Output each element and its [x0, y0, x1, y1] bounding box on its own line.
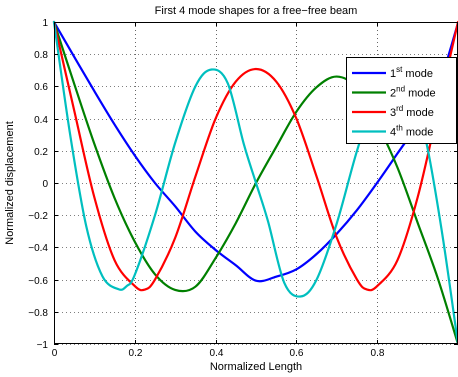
chart-title: First 4 mode shapes for a free−free beam — [155, 5, 358, 17]
y-tick-label: −0.4 — [28, 243, 48, 254]
y-tick-label: 0.2 — [34, 147, 48, 158]
legend-label-2: 2nd mode — [390, 85, 436, 100]
legend: 1st mode 2nd mode 3rd mode 4th mode — [346, 57, 457, 144]
y-tick-label: 0 — [42, 179, 48, 190]
y-tick-label: 1 — [42, 18, 48, 29]
y-tick-label: −0.8 — [28, 308, 48, 319]
x-tick-label: 0.2 — [129, 348, 143, 359]
legend-label-1: 1st mode — [390, 65, 433, 80]
x-tick-label: 0.6 — [290, 348, 304, 359]
y-tick-label: −0.2 — [28, 211, 48, 222]
x-tick-label: 0.4 — [210, 348, 224, 359]
y-tick-label: 0.8 — [34, 50, 48, 61]
x-axis-label: Normalized Length — [210, 361, 302, 373]
y-tick-label: 0.4 — [34, 115, 48, 126]
y-axis-label: Normalized displacement — [4, 121, 16, 245]
y-tick-label: −1 — [37, 340, 49, 351]
x-tick-label: 0 — [52, 348, 58, 359]
series-line-3 — [52, 20, 458, 292]
x-tick-label: 0.8 — [371, 348, 385, 359]
y-tick-label: 0.6 — [34, 82, 48, 93]
legend-label-4: 4th mode — [390, 124, 433, 139]
x-tick-labels: 0 0.2 0.4 0.6 0.8 — [52, 348, 385, 359]
y-tick-labels: −1 −0.8 −0.6 −0.4 −0.2 0 0.2 0.4 0.6 0.8 1 — [28, 18, 48, 351]
legend-label-3: 3rd mode — [390, 104, 434, 119]
y-tick-label: −0.6 — [28, 276, 48, 287]
legend-box — [346, 57, 457, 144]
axis-ticks — [54, 22, 458, 345]
